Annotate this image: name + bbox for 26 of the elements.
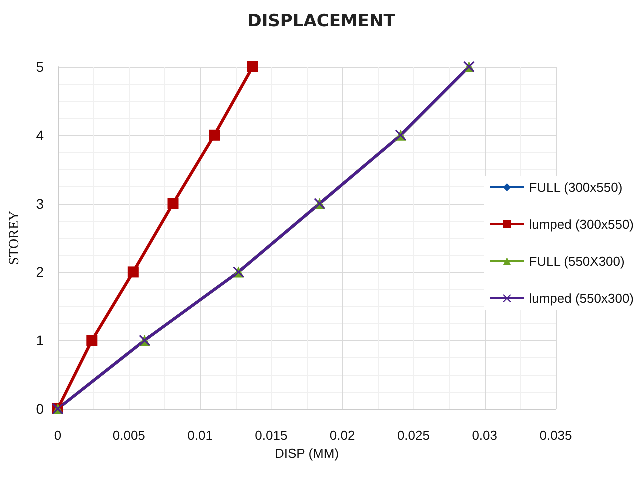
point xyxy=(168,198,179,210)
y-axis-title: STOREY xyxy=(8,210,22,266)
point xyxy=(209,130,220,141)
x-axis-title: DISP (MM) xyxy=(274,446,340,461)
y-tick-label: 4 xyxy=(36,127,44,144)
point xyxy=(86,335,98,346)
legend-label: lumped (550x300) xyxy=(529,291,634,306)
y-tick-label: 3 xyxy=(36,196,44,212)
x-tick-label: 0.02 xyxy=(330,428,356,443)
x-tick-label: 0.01 xyxy=(188,428,213,443)
chart-title: DISPLACEMENT xyxy=(248,12,396,32)
point xyxy=(247,62,258,72)
legend-label: FULL (300x550) xyxy=(529,180,623,195)
x-tick-label: 0.015 xyxy=(255,428,288,443)
x-tick-label: 0.035 xyxy=(540,428,572,443)
legend-label: FULL (550X300) xyxy=(529,254,625,269)
x-tick-label: 0.03 xyxy=(472,428,498,443)
y-tick-label: 5 xyxy=(36,59,44,75)
x-tick-label: 0.005 xyxy=(112,428,146,443)
point xyxy=(128,266,139,278)
x-tick-label: 0.025 xyxy=(397,428,430,443)
legend-label: lumped (300x550) xyxy=(529,217,634,232)
x-tick-label: 0 xyxy=(54,428,62,443)
y-tick-label: 0 xyxy=(36,401,44,417)
y-tick-label: 2 xyxy=(36,264,44,280)
y-tick-label: 1 xyxy=(36,332,44,349)
